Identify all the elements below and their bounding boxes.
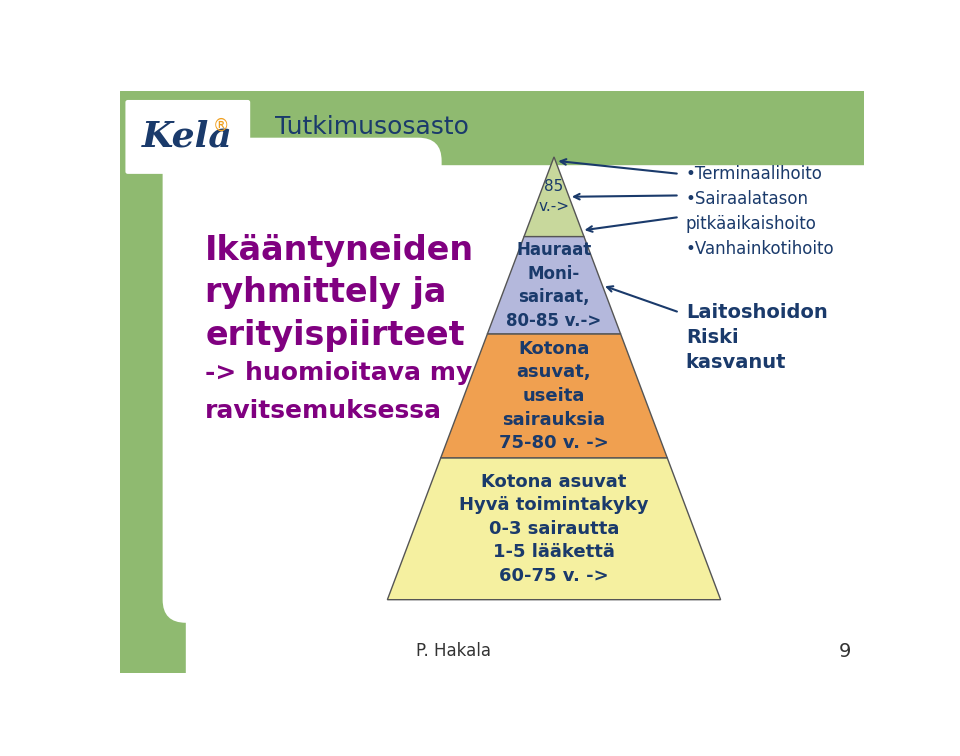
Text: 9: 9 [838, 642, 851, 661]
Text: P. Hakala: P. Hakala [416, 643, 491, 660]
Text: •Terminaalihoito
•Sairaalatason
pitkäaikaishoito
•Vanhainkotihoito: •Terminaalihoito •Sairaalatason pitkäaik… [685, 165, 834, 258]
Polygon shape [388, 458, 721, 600]
Bar [120, 164, 186, 673]
Text: 85
v.->: 85 v.-> [539, 179, 569, 214]
FancyBboxPatch shape [162, 138, 442, 623]
Text: ravitsemuksessa: ravitsemuksessa [205, 399, 443, 423]
Bar [120, 91, 864, 164]
Polygon shape [441, 334, 667, 458]
Text: Kotona
asuvat,
useita
sairauksia
75-80 v. ->: Kotona asuvat, useita sairauksia 75-80 v… [499, 340, 609, 452]
Bar [186, 164, 864, 673]
Text: Ikääntyneiden: Ikääntyneiden [205, 234, 474, 267]
Text: erityispiirteet: erityispiirteet [205, 318, 465, 352]
Text: ryhmittely ja: ryhmittely ja [205, 276, 446, 309]
Text: Tutkimusosasto: Tutkimusosasto [275, 116, 468, 139]
Polygon shape [488, 237, 621, 334]
Polygon shape [524, 157, 584, 237]
Text: Hauraat
Moni-
sairaat,
80-85 v.->: Hauraat Moni- sairaat, 80-85 v.-> [506, 241, 602, 330]
Text: Kotona asuvat
Hyvä toimintakyky
0-3 sairautta
1-5 lääkettä
60-75 v. ->: Kotona asuvat Hyvä toimintakyky 0-3 sair… [459, 472, 649, 585]
Text: Laitoshoidon
Riski
kasvanut: Laitoshoidon Riski kasvanut [685, 303, 828, 372]
Text: -> huomioitava myös: -> huomioitava myös [205, 361, 505, 385]
Text: Kela: Kela [142, 120, 232, 154]
Text: ®: ® [212, 117, 229, 135]
FancyBboxPatch shape [126, 100, 251, 174]
